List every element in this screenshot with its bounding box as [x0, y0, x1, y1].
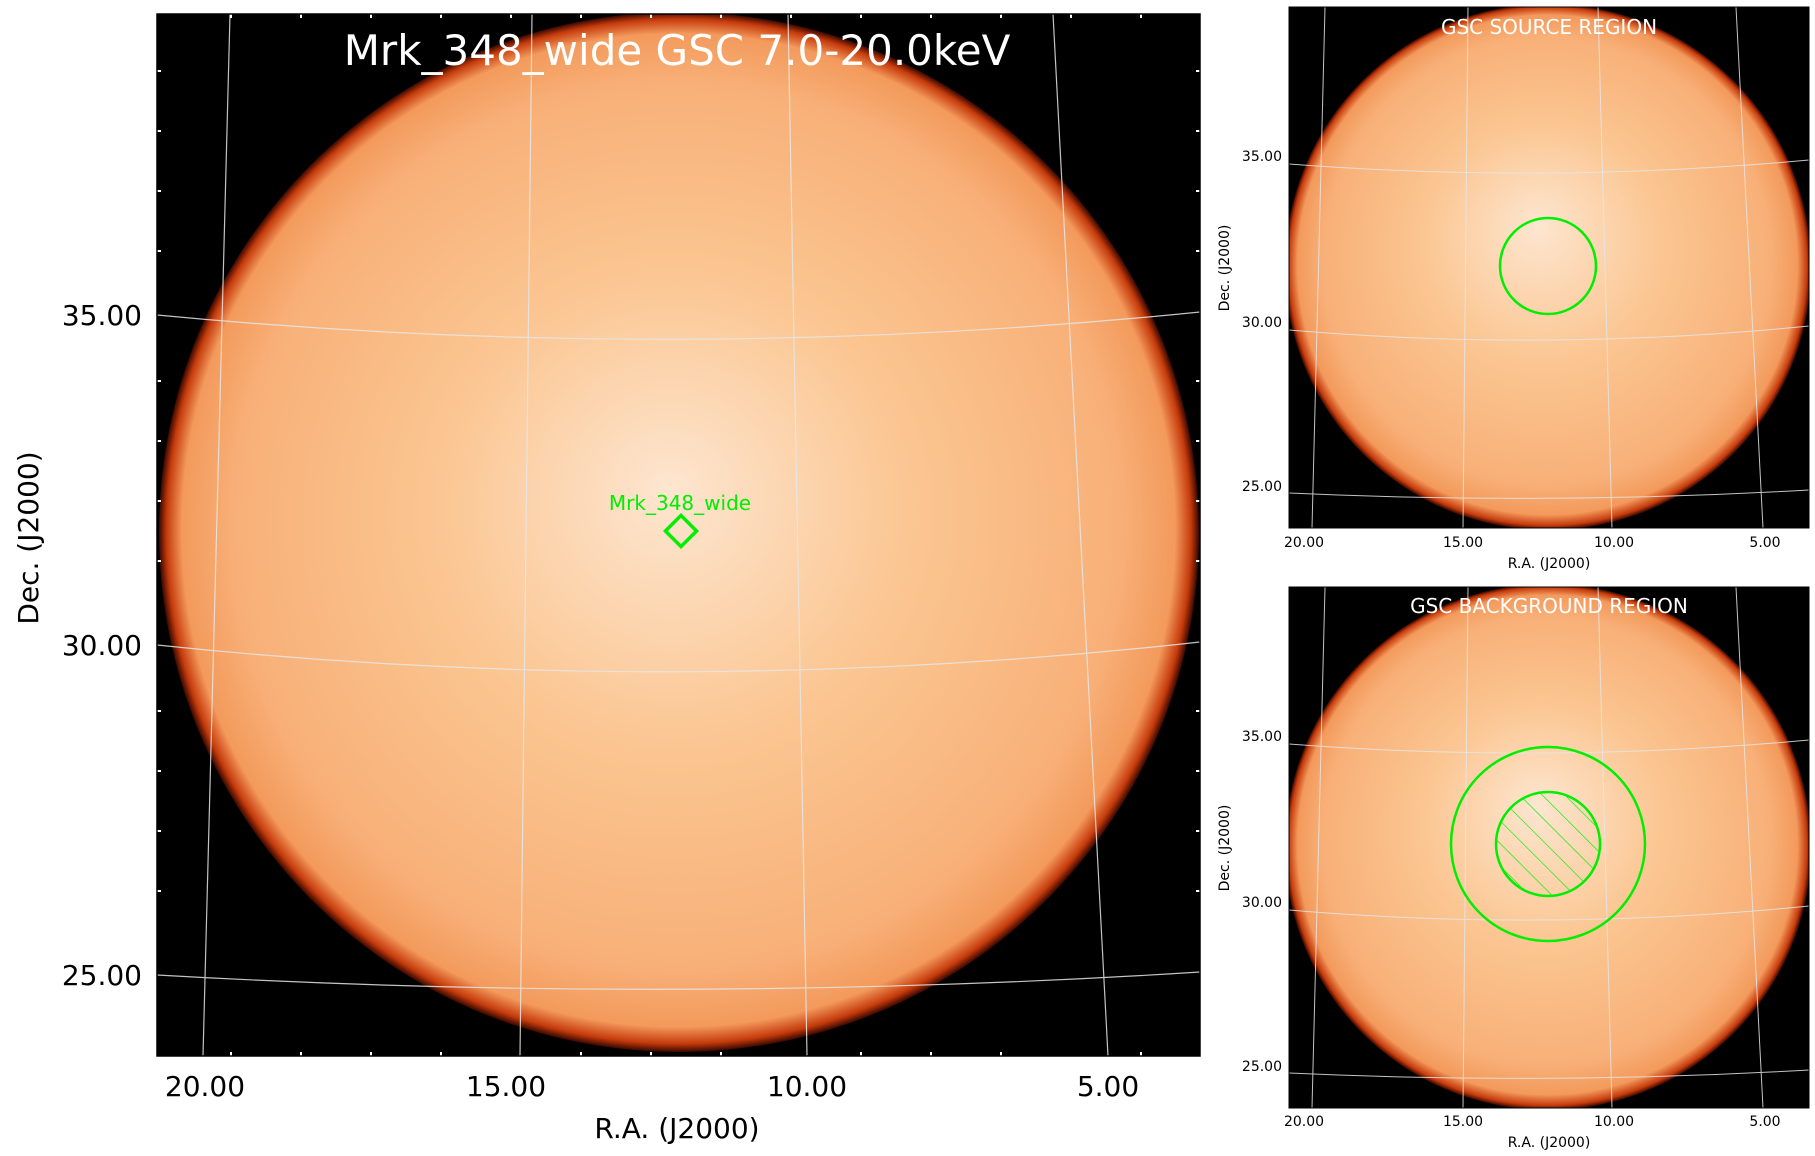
- source-diamond-marker: [662, 512, 700, 550]
- background-ytick-label: 30.00: [1242, 895, 1282, 911]
- background-xtick-label: 20.00: [1284, 1114, 1324, 1130]
- source-ytick-label: 25.00: [1242, 479, 1282, 495]
- source-exposure-disk: [1289, 7, 1809, 528]
- main-ytick-label: 25.00: [62, 959, 142, 992]
- background-x-axis-label: R.A. (J2000): [1508, 1135, 1591, 1151]
- main-xtick-label: 5.00: [1077, 1070, 1139, 1103]
- source-xtick-label: 15.00: [1443, 535, 1483, 551]
- source-x-axis-label: R.A. (J2000): [1508, 556, 1591, 572]
- background-outer-circle: [1449, 745, 1647, 943]
- background-region-panel: GSC BACKGROUND REGION 20.00 15.00 10.00 …: [1217, 586, 1810, 1151]
- background-ytick-label: 25.00: [1242, 1059, 1282, 1075]
- main-title: Mrk_348_wide GSC 7.0-20.0keV: [344, 26, 1011, 75]
- source-xtick-label: 20.00: [1284, 535, 1324, 551]
- background-ytick-label: 35.00: [1242, 729, 1282, 745]
- main-y-axis-label: Dec. (J2000): [12, 451, 45, 624]
- background-frame: [1288, 586, 1810, 1109]
- main-coordinate-grid: [157, 14, 1200, 1056]
- background-y-axis-label: Dec. (J2000): [1217, 805, 1233, 892]
- source-coordinate-grid: [1289, 7, 1809, 528]
- source-label: Mrk_348_wide: [609, 491, 751, 515]
- source-frame: [1288, 6, 1810, 529]
- source-y-axis-label: Dec. (J2000): [1217, 225, 1233, 312]
- main-xtick-label: 10.00: [767, 1070, 847, 1103]
- source-panel-title: GSC SOURCE REGION: [1441, 15, 1657, 39]
- main-frame: [156, 13, 1201, 1057]
- main-panel: Mrk_348_wide Mrk_348_wide GSC 7.0-20.0ke…: [12, 13, 1201, 1145]
- main-exposure-disk: [159, 14, 1199, 1052]
- main-x-axis-label: R.A. (J2000): [594, 1112, 759, 1145]
- main-xtick-label: 15.00: [466, 1070, 546, 1103]
- background-xtick-label: 15.00: [1443, 1114, 1483, 1130]
- main-ytick-label: 35.00: [62, 299, 142, 332]
- background-panel-title: GSC BACKGROUND REGION: [1410, 594, 1688, 618]
- main-ytick-label: 30.00: [62, 629, 142, 662]
- source-xtick-label: 10.00: [1594, 535, 1634, 551]
- background-xtick-label: 10.00: [1594, 1114, 1634, 1130]
- background-xtick-label: 5.00: [1749, 1114, 1780, 1130]
- main-xtick-label: 20.00: [165, 1070, 245, 1103]
- source-region-panel: GSC SOURCE REGION 20.00 15.00 10.00 5.00…: [1217, 6, 1810, 572]
- source-extraction-circle: [1498, 216, 1598, 316]
- background-excluded-hatched-circle: [1494, 790, 1602, 898]
- source-xtick-label: 5.00: [1749, 535, 1780, 551]
- main-edge-ticks: [157, 14, 1200, 1056]
- source-ytick-label: 30.00: [1242, 315, 1282, 331]
- source-ytick-label: 35.00: [1242, 149, 1282, 165]
- background-coordinate-grid: [1289, 587, 1809, 1108]
